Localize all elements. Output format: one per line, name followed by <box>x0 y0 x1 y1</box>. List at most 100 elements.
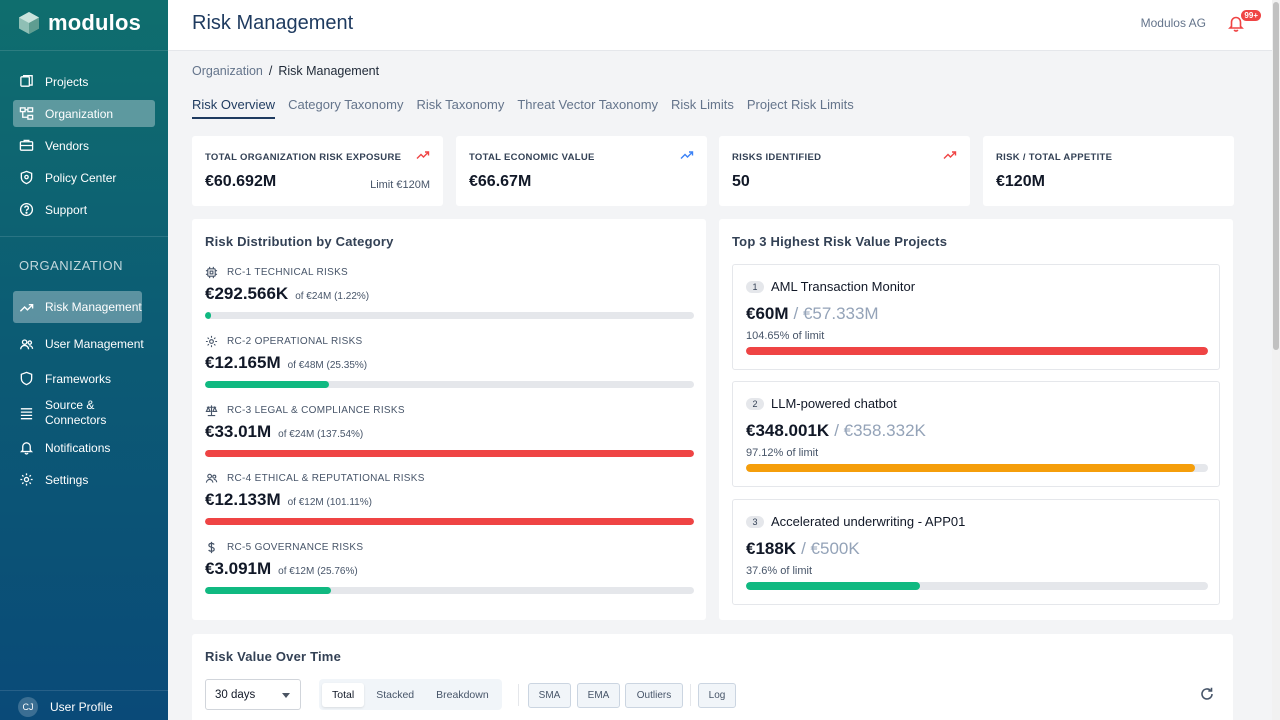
user-profile[interactable]: CJ User Profile <box>18 697 113 717</box>
avatar: CJ <box>18 697 38 717</box>
sidebar-item-source-connectors[interactable]: Source & Connectors <box>13 397 155 429</box>
tab-project-risk-limits[interactable]: Project Risk Limits <box>746 97 854 112</box>
time-range-select[interactable]: 30 days <box>205 679 301 710</box>
refresh-icon[interactable] <box>1199 686 1215 702</box>
page-scrollbar[interactable] <box>1272 0 1280 720</box>
project-rank: 1 <box>746 281 764 293</box>
category-label: RC-5 GOVERNANCE RISKS <box>227 541 364 553</box>
tab-threat-vector-taxonomy[interactable]: Threat Vector Taxonomy <box>517 97 659 112</box>
users-icon <box>20 338 34 349</box>
sidebar: modulos Projects Organization Vendors Po… <box>0 0 168 720</box>
breadcrumb-separator: / <box>268 64 273 78</box>
sidebar-item-policy-center[interactable]: Policy Center <box>13 164 155 191</box>
kpi-label: TOTAL ECONOMIC VALUE <box>469 152 595 163</box>
progress-bar <box>205 450 694 457</box>
kpi-value: €120M <box>996 173 1045 190</box>
project-percent-of-limit: 104.65% of limit <box>746 330 825 342</box>
dollar-icon <box>208 541 215 553</box>
project-card[interactable]: 2 LLM-powered chatbot €348.001K / €358.3… <box>732 381 1220 487</box>
progress-fill <box>746 347 1208 355</box>
scrollbar-thumb[interactable] <box>1273 2 1279 350</box>
ema-toggle[interactable]: EMA <box>577 683 620 708</box>
project-card[interactable]: 1 AML Transaction Monitor €60M / €57.333… <box>732 264 1220 370</box>
sidebar-item-frameworks[interactable]: Frameworks <box>13 365 155 392</box>
progress-bar <box>746 347 1208 355</box>
log-scale-toggle[interactable]: Log <box>698 683 736 708</box>
risk-distribution-card: Risk Distribution by Category RC-1 TECHN… <box>192 219 706 620</box>
view-mode-toggle: Total Stacked Breakdown <box>319 679 502 710</box>
tab-risk-taxonomy[interactable]: Risk Taxonomy <box>416 97 505 112</box>
progress-bar <box>205 587 694 594</box>
sidebar-item-label: Projects <box>45 74 89 89</box>
category-label: RC-1 TECHNICAL RISKS <box>227 266 349 278</box>
tab-risk-limits[interactable]: Risk Limits <box>671 97 734 112</box>
divider <box>0 690 168 691</box>
sidebar-item-label: Settings <box>45 472 89 487</box>
sidebar-item-label: Source & Connectors <box>45 398 107 427</box>
scale-icon <box>205 404 218 416</box>
mode-total-button[interactable]: Total <box>322 682 365 707</box>
progress-fill <box>205 312 211 319</box>
help-icon <box>19 202 34 217</box>
breadcrumb-current: Risk Management <box>278 64 380 78</box>
sma-toggle[interactable]: SMA <box>528 683 571 708</box>
chevron-down-icon <box>282 693 290 698</box>
top-projects-card: Top 3 Highest Risk Value Projects 1 AML … <box>719 219 1233 620</box>
outliers-toggle[interactable]: Outliers <box>625 683 683 708</box>
divider <box>0 236 168 237</box>
sidebar-item-user-management[interactable]: User Management <box>13 328 155 360</box>
sidebar-item-label: Risk Management <box>45 299 142 314</box>
mode-stacked-button[interactable]: Stacked <box>376 688 415 701</box>
org-switcher[interactable]: Modulos AG <box>1140 16 1206 30</box>
breadcrumb-organization[interactable]: Organization <box>192 64 263 78</box>
divider <box>518 684 519 706</box>
sidebar-item-organization[interactable]: Organization <box>13 100 155 127</box>
logo[interactable]: modulos <box>18 10 141 36</box>
progress-fill <box>205 518 694 525</box>
project-percent-of-limit: 37.6% of limit <box>746 565 813 577</box>
notifications-bell-icon[interactable] <box>1228 14 1244 32</box>
top-header: Risk Management Modulos AG 99+ <box>168 0 1272 51</box>
category-item: RC-1 TECHNICAL RISKS €292.566K of €24M (… <box>205 265 694 319</box>
sidebar-item-label: Vendors <box>45 138 90 153</box>
kpi-value: 50 <box>732 173 750 190</box>
kpi-risks-identified: RISKS IDENTIFIED 50 <box>719 136 970 206</box>
project-name: LLM-powered chatbot <box>771 396 897 411</box>
divider <box>690 684 691 706</box>
category-value: €3.091M <box>205 559 272 578</box>
kpi-total-economic-value: TOTAL ECONOMIC VALUE €66.67M <box>456 136 707 206</box>
sidebar-item-vendors[interactable]: Vendors <box>13 132 155 159</box>
project-rank: 3 <box>746 516 764 528</box>
brand-name: modulos <box>48 10 142 35</box>
tab-risk-overview[interactable]: Risk Overview <box>192 97 276 119</box>
category-of-limit: of €24M (1.22%) <box>295 291 370 302</box>
project-rank: 2 <box>746 398 764 410</box>
sidebar-item-support[interactable]: Support <box>13 196 155 223</box>
kpi-value: €60.692M <box>205 173 277 190</box>
sidebar-item-projects[interactable]: Projects <box>13 68 155 95</box>
kpi-label: TOTAL ORGANIZATION RISK EXPOSURE <box>205 152 402 163</box>
sidebar-item-risk-management[interactable]: Risk Management <box>13 291 142 323</box>
category-of-limit: of €12M (25.76%) <box>278 566 358 577</box>
category-label: RC-3 LEGAL & COMPLIANCE RISKS <box>227 404 405 416</box>
project-value: €188K <box>746 539 797 558</box>
project-limit: / €57.333M <box>793 304 879 323</box>
mode-breakdown-button[interactable]: Breakdown <box>436 688 489 701</box>
sidebar-item-notifications[interactable]: Notifications <box>13 434 155 461</box>
category-of-limit: of €24M (137.54%) <box>278 429 364 440</box>
category-value: €292.566K <box>205 284 289 303</box>
project-value: €348.001K <box>746 421 830 440</box>
card-title: Top 3 Highest Risk Value Projects <box>732 234 948 249</box>
category-item: RC-2 OPERATIONAL RISKS €12.165M of €48M … <box>205 334 694 388</box>
tab-category-taxonomy[interactable]: Category Taxonomy <box>288 97 404 112</box>
sidebar-item-label: Support <box>45 202 88 217</box>
category-item: RC-3 LEGAL & COMPLIANCE RISKS €33.01M of… <box>205 403 694 457</box>
category-of-limit: of €48M (25.35%) <box>287 360 368 371</box>
time-range-value: 30 days <box>215 688 256 701</box>
sidebar-item-settings[interactable]: Settings <box>13 466 155 493</box>
category-item: RC-4 ETHICAL & REPUTATIONAL RISKS €12.13… <box>205 471 694 525</box>
kpi-label: RISKS IDENTIFIED <box>732 152 822 163</box>
divider <box>0 50 168 51</box>
project-card[interactable]: 3 Accelerated underwriting - APP01 €188K… <box>732 499 1220 605</box>
trend-up-icon <box>943 151 957 159</box>
